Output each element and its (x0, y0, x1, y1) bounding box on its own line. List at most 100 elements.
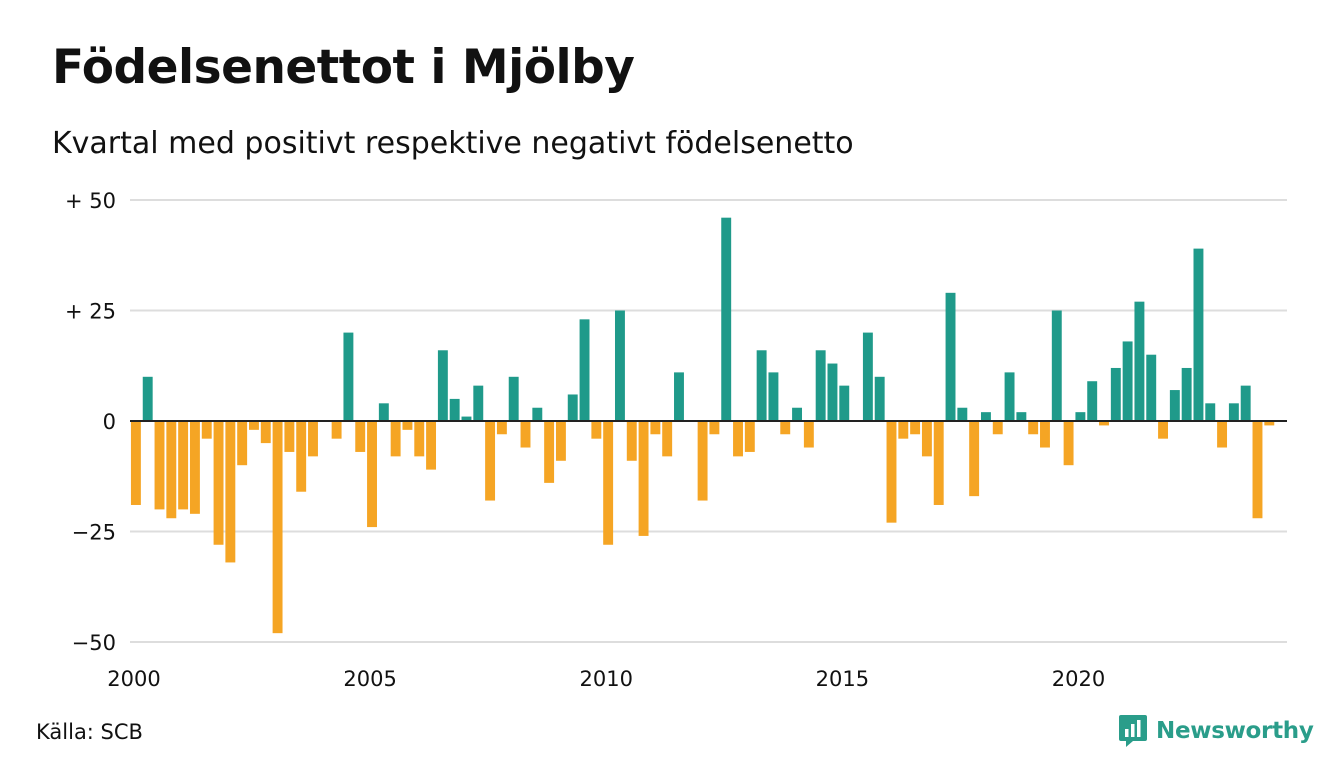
newsworthy-logo-icon (1119, 715, 1147, 747)
bar (756, 350, 767, 421)
chart-subtitle: Kvartal med positivt respektive negativt… (52, 126, 854, 161)
bar (603, 421, 614, 545)
bar (367, 421, 377, 528)
newsworthy-logo-text: Newsworthy (1156, 718, 1314, 744)
bar (898, 421, 909, 439)
y-tick-label: + 25 (65, 300, 116, 324)
bar (1193, 248, 1204, 421)
bar (331, 421, 342, 439)
bar (426, 421, 437, 470)
bar (862, 332, 873, 421)
bar (803, 421, 814, 448)
bar (980, 412, 991, 421)
bar (1146, 354, 1157, 421)
bar (296, 421, 307, 492)
bar (532, 407, 543, 421)
bar (225, 421, 236, 563)
bar (130, 421, 141, 505)
bar (142, 376, 153, 421)
bar (874, 376, 885, 421)
bar (260, 421, 271, 444)
y-tick-label: −50 (72, 631, 116, 655)
bar (1122, 341, 1133, 421)
bar (1075, 412, 1086, 421)
bar (886, 421, 897, 523)
bar (1228, 403, 1239, 421)
source-note: Källa: SCB (36, 720, 143, 744)
bar (945, 292, 956, 421)
x-axis-ticks: 2000 2005 2010 2015 2020 (107, 667, 1105, 691)
bar (1040, 421, 1050, 448)
gridlines (130, 199, 1287, 643)
bar (449, 398, 460, 421)
bar (1181, 367, 1192, 421)
bar (674, 372, 684, 421)
bar (768, 372, 779, 421)
bar (189, 421, 200, 514)
bar (1004, 372, 1015, 421)
bar (508, 376, 519, 421)
bar (697, 421, 708, 501)
bar (733, 421, 743, 457)
bar (544, 421, 555, 483)
bar (1087, 381, 1098, 421)
bar (744, 421, 755, 452)
bar (178, 421, 189, 510)
bar (402, 421, 413, 430)
bars (130, 217, 1275, 634)
x-tick-label: 2020 (1052, 667, 1105, 691)
bar (213, 421, 224, 545)
bar (1205, 403, 1216, 421)
bar (1252, 421, 1263, 519)
bar (437, 350, 448, 421)
bar (1110, 367, 1121, 421)
bar (815, 350, 826, 421)
bar (154, 421, 165, 510)
bar (308, 421, 318, 457)
bar (992, 421, 1003, 435)
x-tick-label: 2005 (343, 667, 396, 691)
bar (201, 421, 212, 439)
bar (1264, 421, 1275, 426)
bar (780, 421, 791, 435)
bar (1099, 421, 1109, 426)
bar (1158, 421, 1168, 439)
bar (626, 421, 637, 461)
newsworthy-logo: Newsworthy (1118, 714, 1314, 748)
bar (638, 421, 649, 536)
bar (461, 416, 472, 421)
bar (272, 421, 283, 634)
y-tick-label: 0 (103, 410, 116, 434)
bar (555, 421, 566, 461)
bar (1063, 421, 1074, 466)
bar (166, 421, 177, 519)
bar (414, 421, 425, 457)
bar (284, 421, 295, 452)
bar (721, 217, 732, 421)
bar (579, 319, 590, 421)
bar (343, 332, 354, 421)
x-tick-label: 2000 (107, 667, 160, 691)
bar (709, 421, 720, 435)
y-tick-label: + 50 (65, 189, 116, 213)
bar (650, 421, 661, 435)
bar (921, 421, 932, 457)
bar (1169, 390, 1180, 421)
bar (591, 421, 602, 439)
x-tick-label: 2015 (816, 667, 869, 691)
bar (1134, 301, 1145, 421)
bar (390, 421, 401, 457)
bar (485, 421, 496, 501)
bar (933, 421, 944, 505)
bar (614, 310, 625, 421)
bar (1217, 421, 1228, 448)
bar (1051, 310, 1062, 421)
bar (520, 421, 531, 448)
bar (567, 394, 578, 421)
bar (378, 403, 389, 421)
y-tick-label: −25 (72, 521, 116, 545)
bar (827, 363, 838, 421)
bar (249, 421, 259, 430)
x-tick-label: 2010 (580, 667, 633, 691)
